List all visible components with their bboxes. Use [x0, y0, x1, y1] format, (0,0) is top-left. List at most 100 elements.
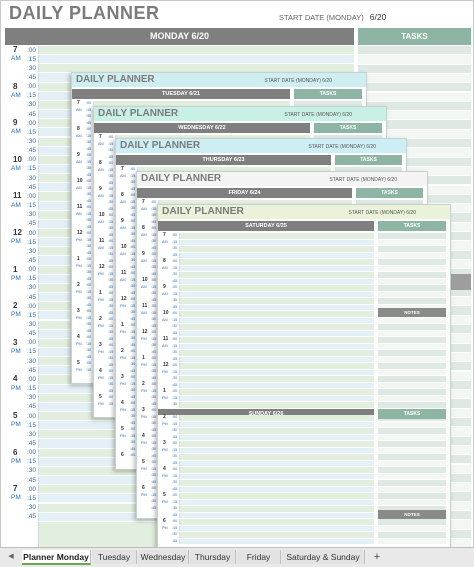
- add-sheet-icon[interactable]: +: [373, 551, 381, 563]
- time-cell: [5, 476, 39, 485]
- sheet-ampm-label: AM: [120, 277, 126, 282]
- minute-label: :15: [27, 165, 37, 173]
- sheet-minute-label: :00: [108, 369, 114, 373]
- sheet-minute-label: :15: [172, 265, 178, 270]
- task-row[interactable]: [358, 111, 471, 121]
- sheet-minute-label: :00: [86, 283, 92, 287]
- sheet-minute-label: :45: [130, 446, 136, 451]
- minute-label: :45: [27, 110, 37, 118]
- minute-label: :45: [27, 220, 37, 228]
- task-row[interactable]: [358, 157, 471, 167]
- task-row[interactable]: [358, 64, 471, 74]
- sheet-minute-label: :45: [172, 252, 178, 257]
- sheet-minute-label: :00: [130, 167, 136, 171]
- sheet-row: 5:00: [158, 492, 374, 500]
- sheet-hour-label: 12: [77, 230, 83, 236]
- sheet-time-cell: [158, 434, 180, 440]
- task-row[interactable]: [358, 148, 471, 158]
- sheet-row: AM:15: [158, 291, 374, 298]
- sheet-ampm-label: AM: [120, 225, 126, 230]
- tab-friday[interactable]: Friday: [237, 550, 281, 564]
- task-row[interactable]: [358, 46, 471, 56]
- task-row[interactable]: [358, 129, 471, 139]
- tab-saturday-sunday[interactable]: Saturday & Sunday: [282, 550, 365, 564]
- tab-wednesday[interactable]: Wednesday: [138, 550, 189, 564]
- sheet-minute-label: :45: [172, 512, 178, 517]
- sheet-task-row: [378, 447, 446, 454]
- task-row[interactable]: [358, 83, 471, 93]
- time-cell: [5, 100, 39, 110]
- sheet-minute-label: :45: [151, 505, 157, 510]
- ampm-label: AM: [11, 91, 21, 99]
- sheet-minute-label: :30: [86, 166, 92, 170]
- sheet-minute-label: :00: [172, 259, 178, 263]
- sheet-hour-label: 4: [163, 466, 166, 472]
- sheet-row: :45: [158, 304, 374, 311]
- sheet-start-date: START DATE (MONDAY) 6/20: [284, 112, 352, 118]
- prev-sheet-icon[interactable]: ◀: [8, 553, 14, 560]
- sheet-hour-label: 1: [121, 322, 124, 328]
- sheet-minute-label: :30: [108, 382, 114, 386]
- sheet-task-row: [378, 473, 446, 480]
- task-row[interactable]: [358, 120, 471, 130]
- sheet-minute-label: :00: [130, 219, 136, 223]
- sheet-time-cell: [158, 239, 180, 245]
- sheet-minute-label: :45: [151, 219, 157, 224]
- sheet-ampm-label: PM: [76, 263, 82, 268]
- task-row[interactable]: [358, 139, 471, 149]
- sheet-ampm-label: AM: [76, 107, 82, 112]
- time-cell: [5, 512, 39, 521]
- sheet-task-row: [378, 486, 446, 493]
- task-row[interactable]: [358, 73, 471, 84]
- sheet-hour-label: 11: [121, 270, 127, 276]
- sheet-hour-label: 5: [121, 426, 124, 432]
- sheet-task-row: [378, 363, 446, 370]
- sheet-time-cell: [158, 454, 180, 460]
- time-cell: [5, 256, 39, 265]
- sheet-minute-label: :00: [86, 257, 92, 261]
- sheet-hour-label: 8: [142, 225, 145, 231]
- sheet-hour-label: 9: [163, 284, 166, 290]
- sheet-minute-label: :30: [130, 284, 136, 288]
- sheet-row: :45: [158, 538, 374, 545]
- sheet-minute-label: :15: [172, 447, 178, 452]
- sheet-time-cell: [158, 317, 180, 323]
- time-cell: [5, 302, 39, 311]
- task-row[interactable]: [358, 55, 471, 65]
- tab-tuesday[interactable]: Tuesday: [92, 550, 137, 564]
- minute-label: :00: [27, 302, 37, 310]
- sheet-hour-label: 12: [99, 264, 105, 270]
- sheet-hour-label: 8: [99, 160, 102, 166]
- sheet-minute-label: :15: [130, 433, 136, 438]
- tab-thursday[interactable]: Thursday: [190, 550, 236, 564]
- sheet-minute-label: :15: [86, 159, 92, 164]
- sheet-minute-label: :45: [151, 375, 157, 380]
- minute-label: :30: [27, 504, 37, 511]
- sheet-task-row: [378, 246, 446, 253]
- sheet-minute-label: :00: [86, 205, 92, 209]
- sheet-task-row: [378, 428, 446, 435]
- sheet-ampm-label: PM: [98, 375, 104, 380]
- sheet-minute-label: :30: [172, 402, 178, 406]
- minute-label: :15: [27, 55, 37, 63]
- sheet-time-cell: [158, 382, 180, 388]
- sheet-row: :30: [158, 324, 374, 331]
- table-row[interactable]: 7:00: [5, 45, 354, 56]
- sheet-minute-label: :00: [151, 200, 157, 204]
- sheet-hour-label: 2: [163, 414, 166, 420]
- table-row[interactable]: AM:15: [5, 55, 354, 65]
- sheet-minute-label: :45: [172, 278, 178, 283]
- sheet-ampm-label: PM: [120, 355, 126, 360]
- sheet-task-row: [378, 376, 446, 383]
- time-cell: [5, 384, 39, 393]
- sheet-day-header: FRIDAY 6/24: [137, 188, 352, 198]
- task-row[interactable]: [358, 92, 471, 102]
- start-date-value[interactable]: 6/20: [369, 12, 387, 22]
- sheet-minute-label: :15: [172, 421, 178, 426]
- sheet-minute-label: :45: [130, 186, 136, 191]
- sheet-minute-label: :00: [108, 239, 114, 243]
- task-row[interactable]: [358, 101, 471, 112]
- tab-planner-monday[interactable]: Planner Monday: [22, 550, 91, 565]
- sheet-title: DAILY PLANNER: [162, 206, 244, 217]
- sheet-ampm-label: PM: [120, 407, 126, 412]
